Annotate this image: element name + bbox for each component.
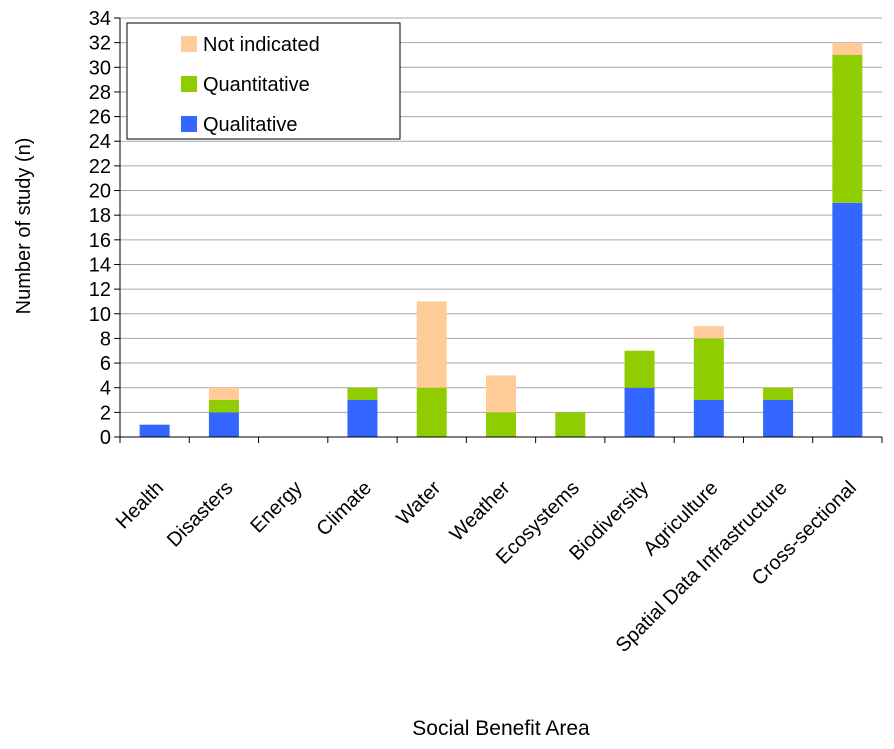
y-tick-label: 20 (89, 181, 111, 203)
y-tick-label: 2 (100, 402, 111, 424)
y-tick-label: 16 (89, 230, 111, 252)
y-tick-label: 18 (89, 205, 111, 227)
y-tick-label: 8 (100, 328, 111, 350)
bar-segment (693, 400, 724, 437)
legend-swatch (181, 116, 197, 132)
bar-segment (693, 326, 724, 339)
legend-label: Qualitative (203, 114, 298, 136)
bar-segment (763, 400, 794, 437)
bar-segment (208, 387, 239, 401)
y-tick-label: 22 (89, 156, 111, 178)
bar-segment (832, 54, 863, 203)
y-tick-label: 0 (100, 427, 111, 449)
bar-segment (693, 338, 724, 401)
x-tick-label: Weather (446, 477, 515, 546)
y-tick-label: 4 (100, 378, 111, 400)
y-tick-label: 14 (89, 254, 111, 276)
y-tick-label: 32 (89, 33, 111, 55)
x-tick-label: Health (112, 477, 168, 533)
y-tick-label: 24 (89, 131, 111, 153)
y-axis-label: Number of study (n) (13, 138, 35, 315)
bar-segment (416, 387, 447, 437)
legend-box (126, 22, 401, 140)
bar-segment (555, 412, 586, 437)
bar-segment (486, 412, 516, 437)
x-axis-label: Social Benefit Area (412, 717, 590, 740)
legend-items: Not indicated Quantitative Qualitative (181, 34, 320, 136)
x-tick-label: Energy (246, 477, 306, 537)
legend: Not indicated Quantitative Qualitative (126, 22, 401, 140)
bar-segment (763, 387, 794, 401)
y-tick-label: 12 (89, 279, 111, 301)
x-tick-label: Disasters (163, 477, 238, 552)
bars (139, 42, 863, 437)
y-tick-label: 6 (100, 353, 111, 375)
bar-segment (347, 400, 378, 437)
y-tick-label: 26 (89, 107, 111, 129)
bar-segment (208, 412, 239, 437)
legend-label: Not indicated (203, 34, 320, 56)
y-tick-label: 10 (89, 304, 111, 326)
legend-label: Quantitative (203, 74, 310, 96)
bar-segment (624, 350, 655, 388)
bar-segment (832, 202, 863, 437)
x-tick-label: Climate (312, 477, 375, 540)
bar-segment (832, 42, 863, 55)
legend-swatch (181, 76, 197, 92)
x-tick-label: Water (393, 477, 446, 530)
axes (114, 17, 883, 443)
y-tick-label: 30 (89, 57, 111, 79)
bar-segment (624, 387, 655, 437)
y-tick-label: 28 (89, 82, 111, 104)
bar-segment (416, 301, 447, 388)
bar-segment (347, 387, 378, 401)
bar-segment (208, 400, 239, 413)
gridlines (120, 17, 882, 413)
y-tick-label: 34 (89, 8, 111, 30)
bar-segment (139, 424, 170, 437)
legend-swatch (181, 36, 197, 52)
bar-segment (486, 375, 516, 413)
